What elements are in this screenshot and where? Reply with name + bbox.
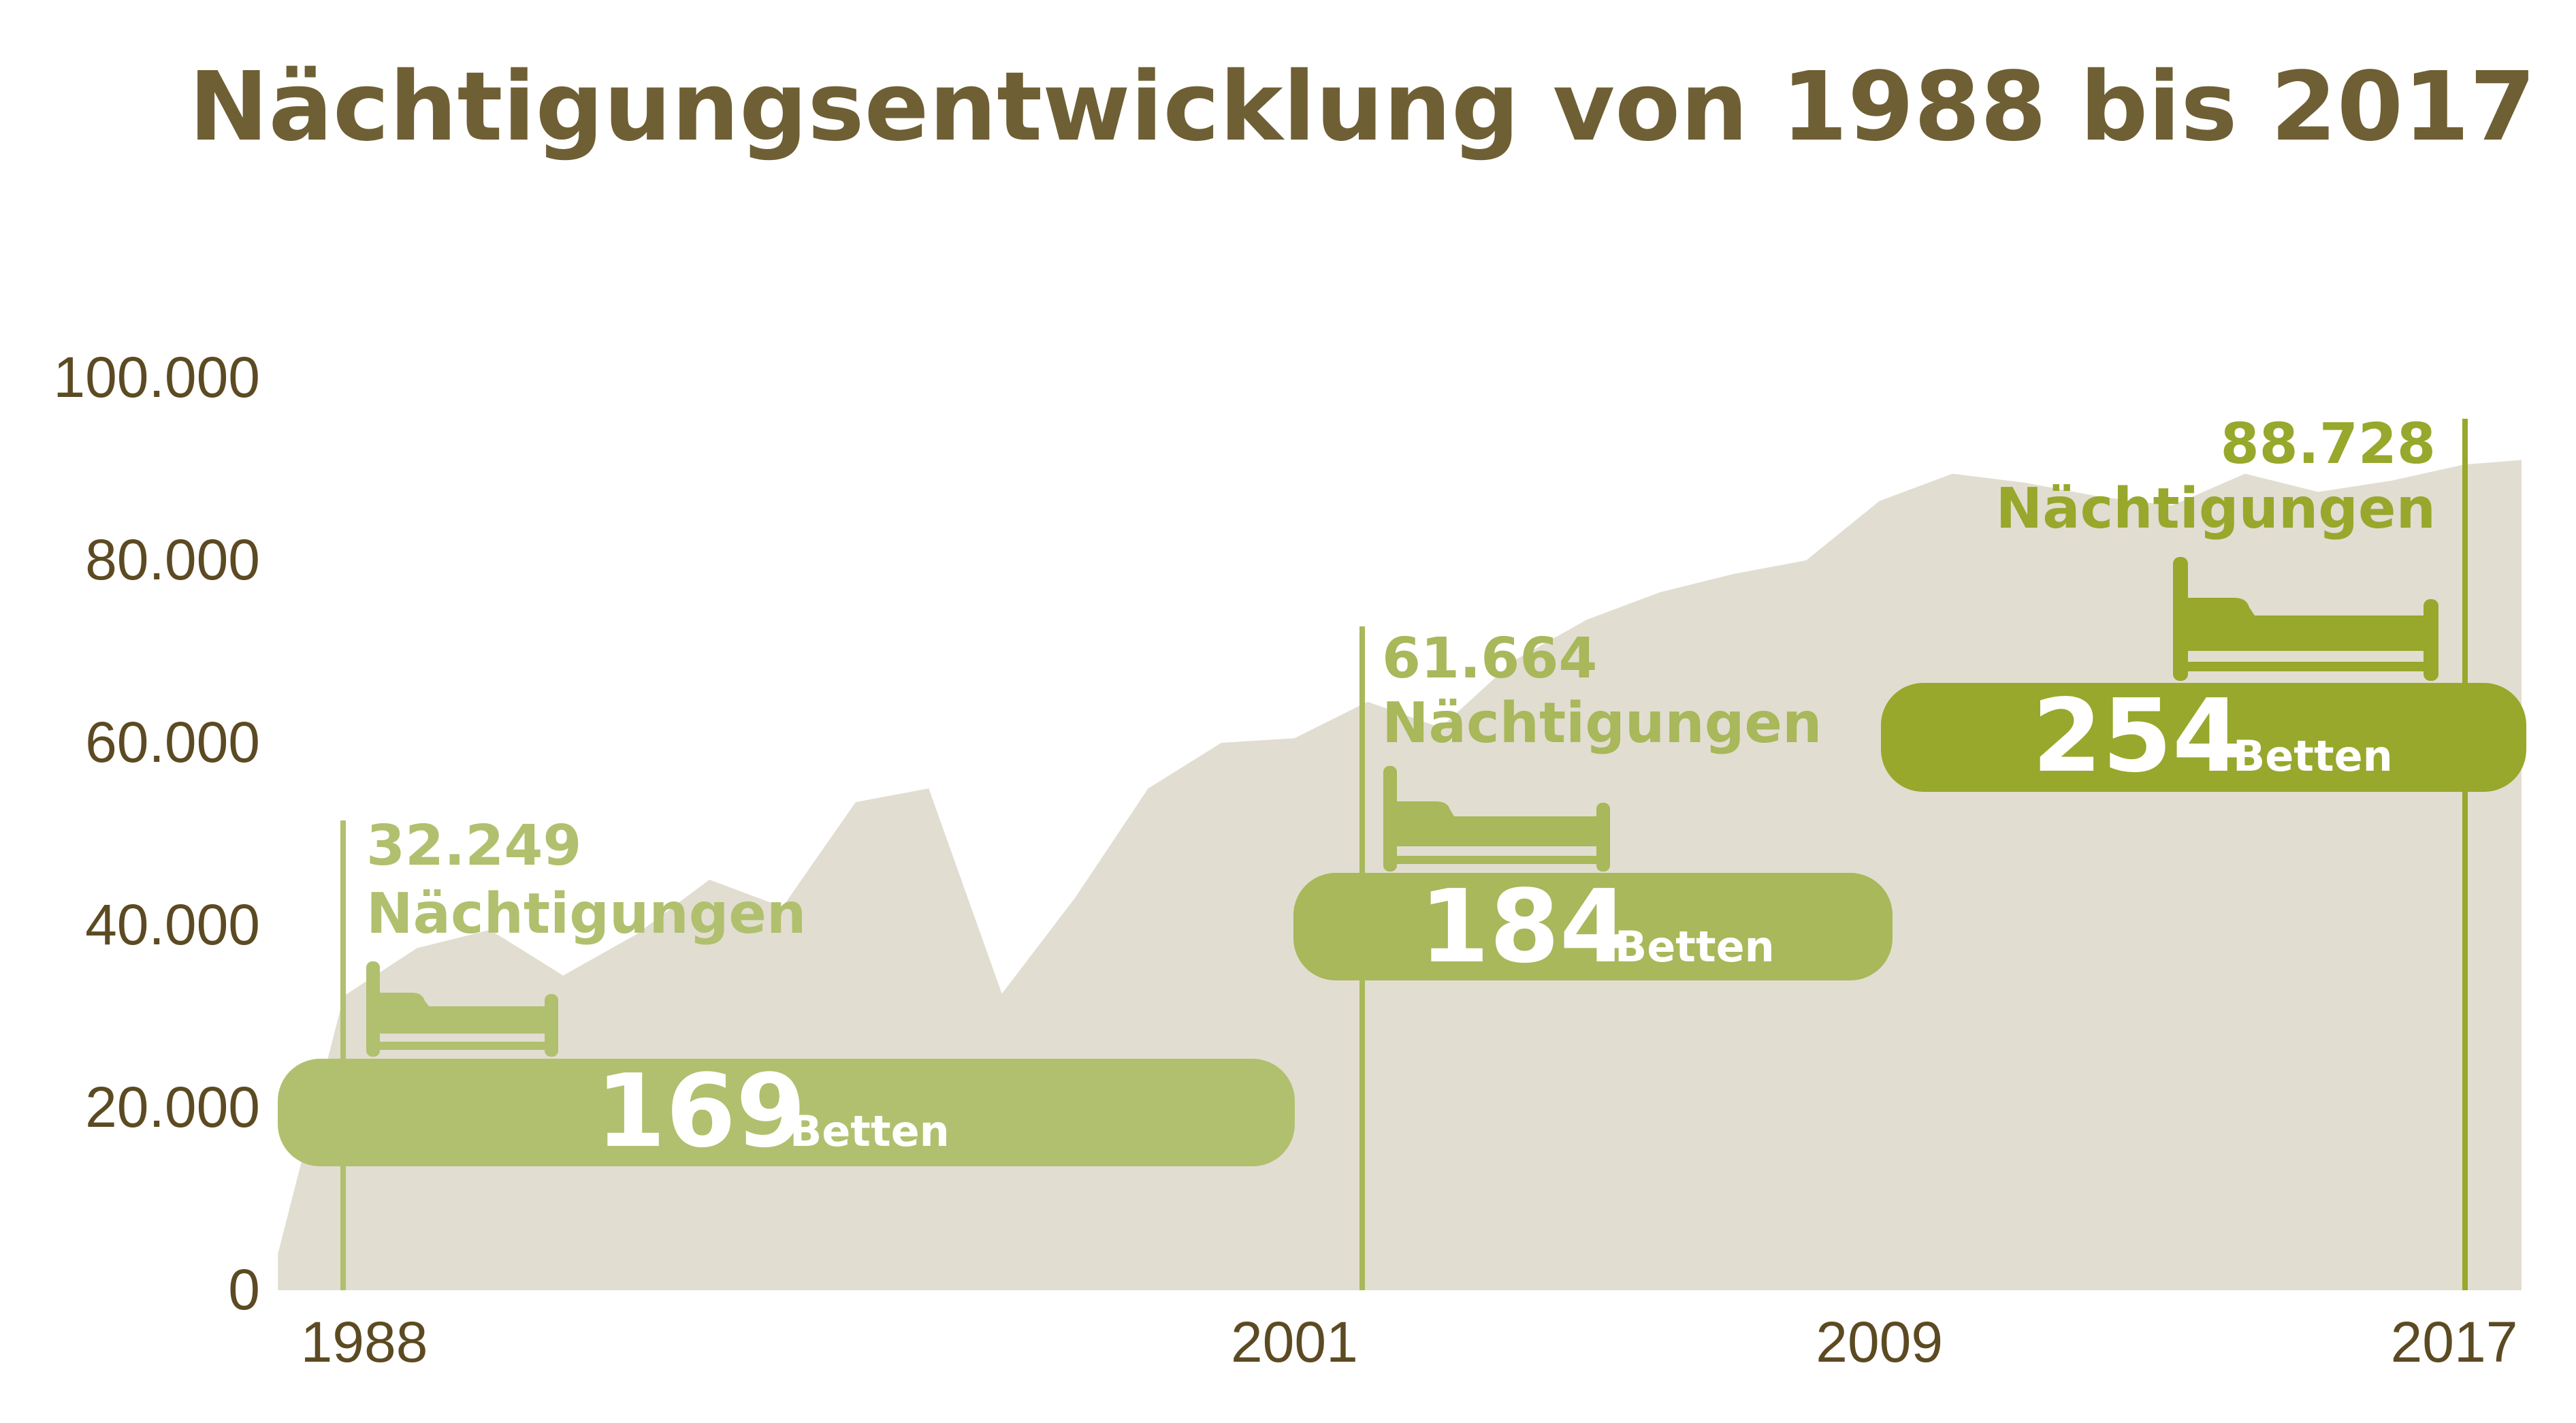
beds-count-2001: 184: [1419, 868, 1630, 985]
nights-label-2017: Nächtigungen: [1996, 477, 2436, 541]
x-axis: 1988 2001 2009 2017: [301, 1310, 2518, 1374]
marker-line-2001: [1359, 626, 1365, 1290]
beds-unit-2001: Betten: [1615, 922, 1775, 972]
beds-count-1988: 169: [596, 1053, 806, 1170]
value-label-2001: 61.664: [1382, 626, 1597, 691]
y-tick-label: 0: [228, 1258, 260, 1322]
annotation-1988: 32.249 Nächtigungen 169 Betten: [278, 814, 1295, 1290]
beds-unit-2017: Betten: [2233, 731, 2393, 781]
chart-title: Nächtigungsentwicklung von 1988 bis 2017: [189, 52, 2536, 163]
y-tick-label: 100.000: [53, 345, 260, 409]
marker-line-2017: [2462, 419, 2468, 1290]
nights-label-1988: Nächtigungen: [366, 882, 806, 946]
annotation-2017: 88.728 Nächtigungen 254 Betten: [1881, 412, 2526, 1290]
value-label-2017: 88.728: [2221, 412, 2436, 477]
x-tick-label: 1988: [301, 1310, 428, 1374]
y-tick-label: 60.000: [85, 710, 260, 774]
y-axis: 0 20.000 40.000 60.000 80.000 100.000: [53, 345, 260, 1322]
bed-icon: [1383, 766, 1610, 872]
bed-bar-1988: [278, 1059, 1295, 1166]
x-tick-label: 2001: [1231, 1310, 1358, 1374]
annotation-2001: 61.664 Nächtigungen 184 Betten: [1293, 626, 1893, 1290]
y-tick-label: 80.000: [85, 528, 260, 592]
value-label-1988: 32.249: [366, 814, 581, 878]
x-tick-label: 2009: [1816, 1310, 1943, 1374]
x-tick-label: 2017: [2391, 1310, 2518, 1374]
y-tick-label: 40.000: [85, 893, 260, 957]
nights-label-2001: Nächtigungen: [1382, 691, 1822, 756]
beds-unit-1988: Betten: [790, 1106, 950, 1156]
bed-bar-2017: [1881, 683, 2526, 792]
marker-line-1988: [340, 820, 346, 1290]
bed-icon: [2173, 557, 2438, 681]
bed-icon: [366, 961, 558, 1057]
beds-count-2017: 254: [2032, 677, 2242, 795]
y-tick-label: 20.000: [85, 1075, 260, 1139]
bed-bar-2001: [1293, 873, 1893, 980]
